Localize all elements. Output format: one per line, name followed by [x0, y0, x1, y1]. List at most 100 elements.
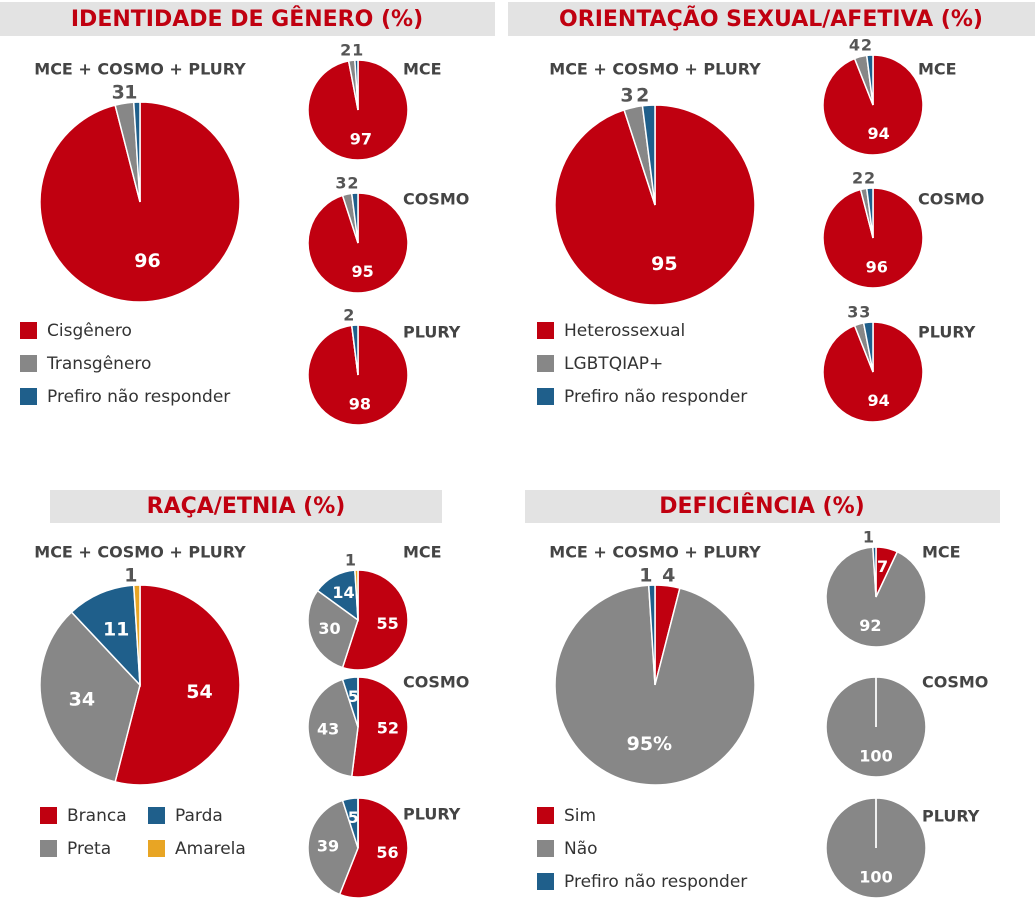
value-label: 3: [335, 174, 346, 193]
legend-swatch: [537, 355, 554, 372]
pie-slice: [307, 799, 359, 896]
value-label: 1: [863, 528, 874, 547]
pie-slice: [39, 611, 141, 783]
pie-title: MCE + COSMO + PLURY: [34, 60, 246, 79]
legend-label: Prefiro não responder: [564, 872, 747, 892]
pie-slice: [307, 678, 359, 778]
value-label: 3: [112, 82, 125, 104]
value-label: 95: [352, 262, 374, 281]
legend-label: Não: [564, 839, 598, 859]
pie-title: MCE: [922, 543, 961, 562]
value-label: 96: [134, 250, 160, 272]
pie-title: MCE + COSMO + PLURY: [549, 60, 761, 79]
value-label: 30: [318, 619, 340, 638]
value-label: 98: [349, 394, 371, 413]
pie-slice: [554, 584, 756, 786]
pie-slice: [350, 324, 359, 376]
value-label: 1: [124, 82, 137, 104]
pie-slice: [354, 59, 359, 111]
legend-label: Heterossexual: [564, 321, 685, 341]
pie-slice: [641, 104, 656, 206]
pie-slice: [341, 569, 409, 671]
pie-slice: [865, 187, 874, 239]
value-label: 100: [859, 868, 892, 887]
title-bar: [525, 490, 1000, 523]
legend-label: Sim: [564, 806, 596, 826]
legend-label: Preta: [67, 839, 111, 859]
value-label: 100: [859, 747, 892, 766]
value-label: 2: [347, 174, 358, 193]
title-bar: [508, 2, 1035, 36]
pie-title: PLURY: [403, 323, 461, 342]
panel-title: DEFICIÊNCIA (%): [659, 493, 864, 519]
value-label: 11: [103, 618, 129, 640]
legend-swatch: [40, 807, 57, 824]
pie-slice: [647, 584, 656, 686]
pie-slice: [865, 54, 874, 106]
value-label: 3: [859, 303, 870, 322]
value-label: 2: [343, 306, 354, 325]
pie-title: MCE + COSMO + PLURY: [549, 543, 761, 562]
value-label: 52: [377, 718, 399, 737]
legend-swatch: [537, 388, 554, 405]
value-label: 2: [340, 41, 351, 60]
legend-swatch: [20, 322, 37, 339]
legend-label: Cisgênero: [47, 321, 132, 341]
legend-swatch: [537, 840, 554, 857]
value-label: 1: [124, 565, 137, 587]
value-label: 94: [867, 124, 889, 143]
pie-title: MCE: [403, 60, 442, 79]
panel-title: IDENTIDADE DE GÊNERO (%): [71, 6, 423, 32]
pie-title: COSMO: [403, 190, 469, 209]
pie-slice: [338, 797, 409, 899]
pie-title: COSMO: [918, 190, 984, 209]
pie-slice: [862, 321, 874, 373]
legend-swatch: [537, 807, 554, 824]
value-label: 2: [852, 169, 863, 188]
value-label: 2: [861, 36, 872, 55]
pie-slice: [70, 584, 141, 688]
value-label: 1: [352, 41, 363, 60]
legend-label: Branca: [67, 806, 127, 826]
value-label: 43: [317, 719, 339, 738]
value-label: 1: [639, 565, 652, 587]
value-label: 95: [651, 253, 677, 275]
legend-label: Prefiro não responder: [47, 387, 230, 407]
legend-label: Amarela: [175, 839, 246, 859]
pie-title: COSMO: [922, 673, 988, 692]
legend-swatch: [148, 840, 165, 857]
legend-swatch: [537, 322, 554, 339]
value-label: 7: [877, 557, 888, 576]
pie-title: COSMO: [403, 673, 469, 692]
value-label: 55: [376, 614, 398, 633]
pie-slice: [350, 192, 359, 244]
value-label: 92: [859, 616, 881, 635]
value-label: 1: [345, 551, 356, 570]
pie-title: PLURY: [918, 323, 976, 342]
pie-title: PLURY: [922, 807, 980, 826]
pie-slice: [132, 584, 141, 686]
value-label: 4: [849, 36, 860, 55]
value-label: 2: [864, 169, 875, 188]
pie-slice: [307, 589, 359, 669]
value-label: 5: [348, 808, 359, 827]
legend-swatch: [20, 355, 37, 372]
legend-label: Prefiro não responder: [564, 387, 747, 407]
legend-swatch: [148, 807, 165, 824]
legend-label: LGBTQIAP+: [564, 354, 663, 374]
value-label: 4: [662, 565, 675, 587]
pie-title: MCE + COSMO + PLURY: [34, 543, 246, 562]
pie-title: PLURY: [403, 805, 461, 824]
value-label: 39: [317, 837, 339, 856]
legend-label: Transgênero: [46, 354, 151, 374]
pie-slice: [132, 101, 141, 203]
value-label: 5: [348, 687, 359, 706]
panel-title: ORIENTAÇÃO SEXUAL/AFETIVA (%): [559, 6, 983, 32]
panel-title: RAÇA/ETNIA (%): [147, 494, 346, 519]
value-label: 3: [620, 85, 633, 107]
value-label: 94: [867, 391, 889, 410]
value-label: 95%: [627, 733, 672, 755]
value-label: 96: [866, 257, 888, 276]
value-label: 34: [69, 688, 95, 710]
